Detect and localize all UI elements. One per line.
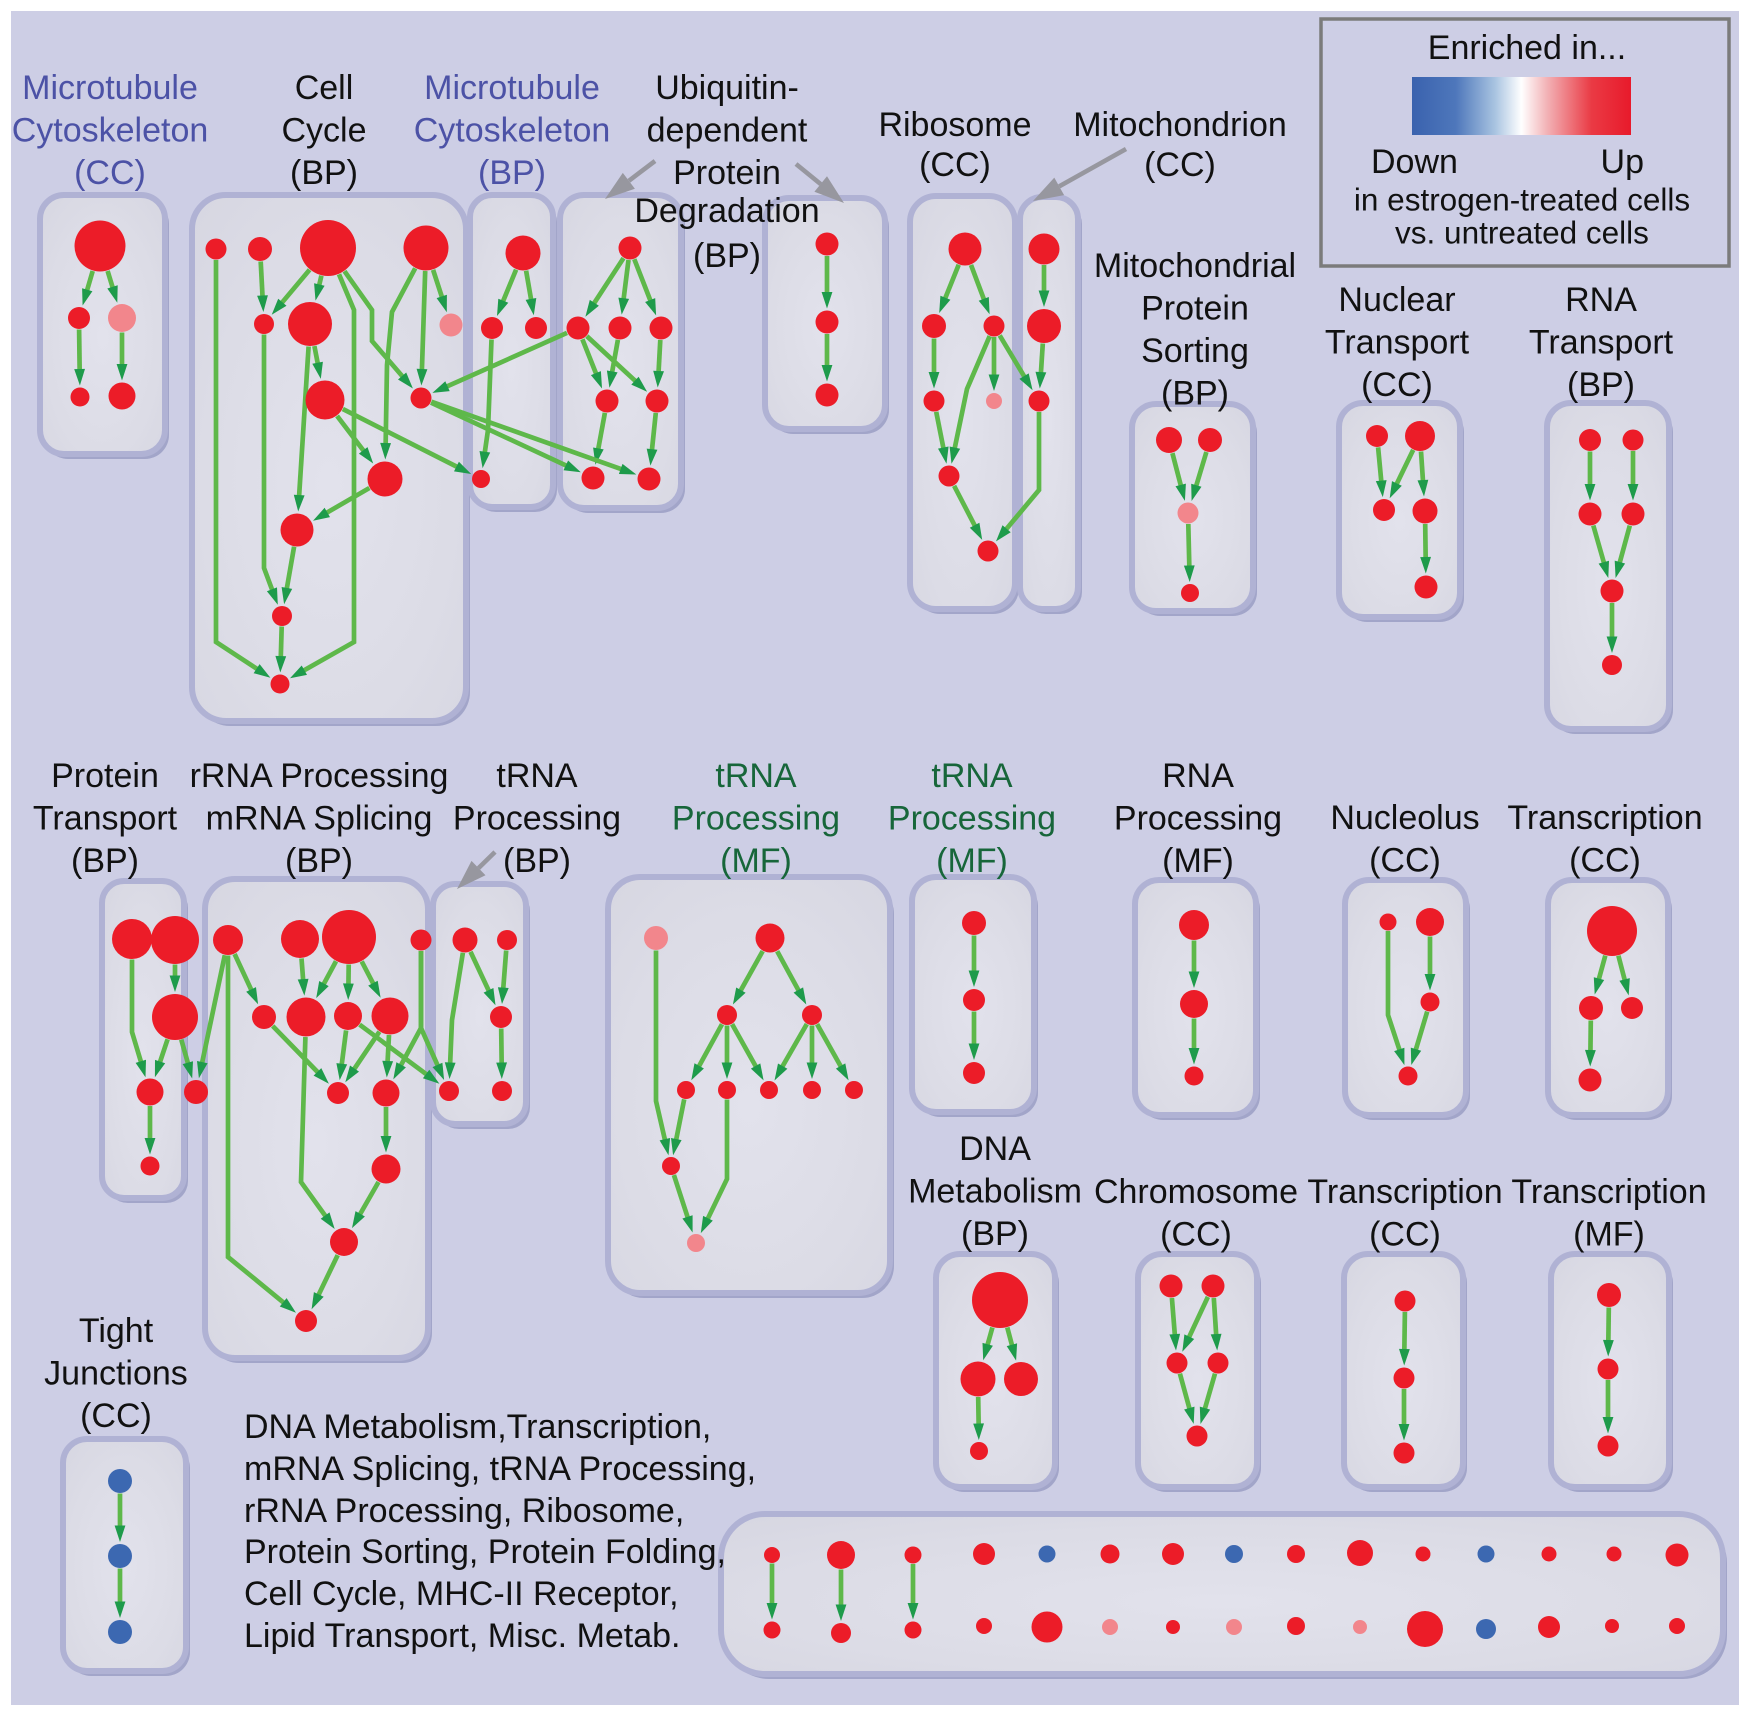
- svg-text:tRNA: tRNA: [715, 757, 797, 795]
- svg-text:DNA: DNA: [959, 1130, 1031, 1168]
- svg-text:Transcription: Transcription: [1307, 1173, 1502, 1211]
- svg-text:(MF): (MF): [936, 842, 1008, 880]
- svg-text:Protein Sorting, Protein Foldi: Protein Sorting, Protein Folding,: [244, 1533, 726, 1571]
- svg-text:Processing: Processing: [888, 800, 1056, 838]
- svg-text:Cell: Cell: [295, 69, 354, 107]
- svg-text:(BP): (BP): [961, 1215, 1029, 1253]
- svg-text:Transport: Transport: [1529, 324, 1674, 362]
- svg-text:Nuclear: Nuclear: [1338, 281, 1455, 319]
- svg-text:Cycle: Cycle: [281, 112, 366, 150]
- svg-text:Transport: Transport: [1325, 324, 1470, 362]
- svg-text:(BP): (BP): [285, 842, 353, 880]
- svg-text:vs. untreated cells: vs. untreated cells: [1395, 215, 1649, 251]
- svg-text:(BP): (BP): [1161, 375, 1229, 413]
- svg-text:Processing: Processing: [1114, 800, 1282, 838]
- svg-text:(BP): (BP): [290, 154, 358, 192]
- svg-text:Cell Cycle, MHC-II Receptor,: Cell Cycle, MHC-II Receptor,: [244, 1575, 679, 1613]
- svg-text:(CC): (CC): [80, 1397, 152, 1435]
- svg-text:Protein: Protein: [1141, 290, 1249, 328]
- svg-text:(CC): (CC): [1361, 366, 1433, 404]
- svg-text:Protein: Protein: [51, 757, 159, 795]
- svg-text:Mitochondrion: Mitochondrion: [1073, 106, 1287, 144]
- svg-text:Sorting: Sorting: [1141, 332, 1249, 370]
- svg-text:tRNA: tRNA: [931, 757, 1013, 795]
- svg-text:(BP): (BP): [71, 842, 139, 880]
- svg-text:(BP): (BP): [693, 237, 761, 275]
- svg-text:DNA Metabolism,Transcription,: DNA Metabolism,Transcription,: [244, 1408, 711, 1446]
- svg-text:RNA: RNA: [1565, 281, 1637, 319]
- svg-text:(MF): (MF): [1162, 842, 1234, 880]
- svg-text:(CC): (CC): [1160, 1216, 1232, 1254]
- svg-text:Microtubule: Microtubule: [424, 69, 600, 107]
- svg-text:(CC): (CC): [74, 154, 146, 192]
- svg-text:rRNA Processing, Ribosome,: rRNA Processing, Ribosome,: [244, 1492, 684, 1530]
- svg-text:Up: Up: [1601, 143, 1644, 181]
- svg-text:in estrogen-treated cells: in estrogen-treated cells: [1354, 182, 1690, 218]
- svg-text:Processing: Processing: [453, 800, 621, 838]
- svg-text:Processing: Processing: [672, 800, 840, 838]
- svg-text:(CC): (CC): [1144, 146, 1216, 184]
- svg-text:Nucleolus: Nucleolus: [1330, 799, 1479, 837]
- svg-text:Microtubule: Microtubule: [22, 69, 198, 107]
- svg-text:Protein: Protein: [673, 154, 781, 192]
- svg-text:Lipid Transport, Misc. Metab.: Lipid Transport, Misc. Metab.: [244, 1617, 681, 1655]
- svg-text:rRNA Processing: rRNA Processing: [190, 757, 449, 795]
- svg-text:Transcription: Transcription: [1511, 1173, 1706, 1211]
- svg-text:Degradation: Degradation: [634, 192, 819, 230]
- svg-text:Cytoskeleton: Cytoskeleton: [12, 112, 209, 150]
- svg-text:(CC): (CC): [1369, 842, 1441, 880]
- svg-text:Junctions: Junctions: [44, 1355, 188, 1393]
- svg-text:(BP): (BP): [503, 842, 571, 880]
- svg-text:(CC): (CC): [1369, 1216, 1441, 1254]
- svg-text:(CC): (CC): [1569, 842, 1641, 880]
- svg-text:RNA: RNA: [1162, 757, 1234, 795]
- svg-text:dependent: dependent: [647, 112, 808, 150]
- svg-text:(MF): (MF): [1573, 1216, 1645, 1254]
- svg-text:Transport: Transport: [33, 800, 178, 838]
- svg-text:Metabolism: Metabolism: [908, 1173, 1082, 1211]
- svg-text:Down: Down: [1371, 143, 1458, 181]
- svg-text:Transcription: Transcription: [1507, 799, 1702, 837]
- svg-text:Ribosome: Ribosome: [878, 106, 1031, 144]
- svg-text:Ubiquitin-: Ubiquitin-: [655, 69, 799, 107]
- svg-text:(MF): (MF): [720, 842, 792, 880]
- svg-text:Tight: Tight: [79, 1312, 154, 1350]
- svg-text:tRNA: tRNA: [496, 757, 578, 795]
- svg-text:mRNA Splicing: mRNA Splicing: [206, 800, 433, 838]
- svg-text:(CC): (CC): [919, 146, 991, 184]
- svg-text:mRNA Splicing, tRNA Processing: mRNA Splicing, tRNA Processing,: [244, 1450, 756, 1488]
- svg-text:Enriched in...: Enriched in...: [1428, 29, 1626, 67]
- svg-text:Chromosome: Chromosome: [1094, 1173, 1298, 1211]
- svg-text:(BP): (BP): [478, 154, 546, 192]
- svg-text:Mitochondrial: Mitochondrial: [1094, 247, 1296, 285]
- svg-text:(BP): (BP): [1567, 366, 1635, 404]
- svg-text:Cytoskeleton: Cytoskeleton: [414, 112, 611, 150]
